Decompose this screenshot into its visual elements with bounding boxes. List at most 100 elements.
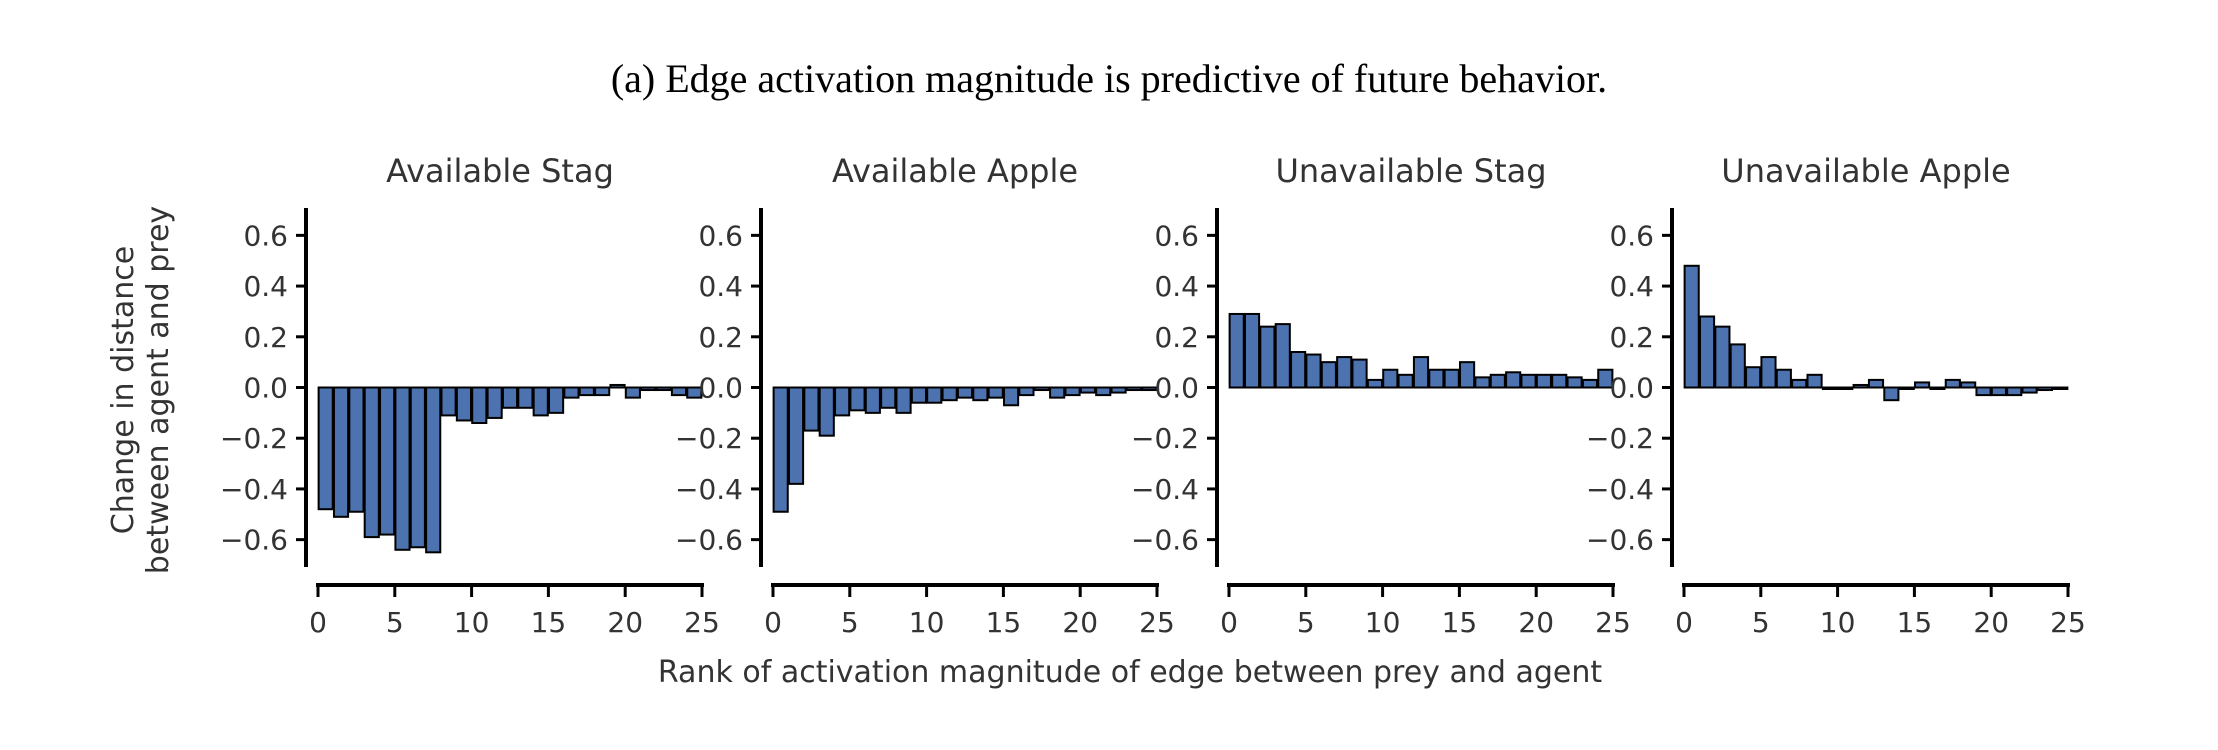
x-tick-label: 20 [1518,606,1554,639]
bar [594,386,611,397]
bar [532,386,549,417]
bar [1698,315,1716,389]
figure-caption: (a) Edge activation magnitude is predict… [611,56,1607,101]
y-tick-label: −0.6 [675,524,743,557]
y-tick-label: −0.2 [1586,422,1654,455]
bar [609,383,626,389]
bar [2021,386,2038,394]
bar [1883,386,1900,402]
y-tick-label: −0.2 [1131,422,1199,455]
x-tick-label: 10 [1820,606,1856,639]
bar [501,386,519,409]
bar [1141,386,1158,392]
bar [1745,366,1762,389]
x-tick-label: 10 [454,606,490,639]
bar [1505,371,1522,389]
bar [486,386,503,419]
bar [1520,373,1537,389]
bar [455,386,472,422]
y-tick-label: −0.2 [675,422,743,455]
bar [1975,386,1992,397]
bar [941,386,958,402]
bar [548,386,565,414]
x-tick-label: 5 [1752,606,1770,639]
bar [1459,361,1476,389]
bar [1259,325,1276,389]
bar [332,386,350,518]
bar [1443,368,1460,389]
bar [895,386,912,414]
bar [1806,373,1823,389]
x-tick-label: 25 [2050,606,2086,639]
bar [1990,386,2007,397]
x-tick-label: 0 [309,606,327,639]
y-tick-label: 0.4 [1609,270,1654,303]
y-tick-label: 0.0 [698,372,743,405]
x-tick-label: 20 [1062,606,1098,639]
bar [425,386,442,554]
bar [864,386,881,414]
x-tick-label: 0 [764,606,782,639]
subplot-title: Available Stag [386,152,614,190]
bar [686,386,703,399]
bar [1760,356,1777,389]
bar [1898,386,1915,390]
bar [670,386,688,397]
bar [471,386,488,424]
bar [834,386,851,417]
bar [972,386,989,402]
bar [1581,378,1599,389]
y-tick-label: 0.0 [243,372,288,405]
bar [1049,386,1066,399]
x-tick-label: 25 [1595,606,1631,639]
bar [1320,361,1337,389]
y-tick-label: 0.6 [698,219,743,252]
bar [1412,356,1430,389]
bar [1535,373,1552,389]
bar [517,386,534,409]
y-tick-label: 0.0 [1154,372,1199,405]
y-tick-label: −0.6 [220,524,288,557]
x-tick-label: 0 [1675,606,1693,639]
bar [1351,358,1368,389]
x-tick-label: 10 [1365,606,1401,639]
y-axis-label-line-2: between agent and prey [141,206,176,574]
bar [1837,386,1854,390]
x-tick-label: 25 [1139,606,1175,639]
y-tick-label: 0.4 [1154,270,1199,303]
bar [1566,376,1583,389]
bar [849,386,866,412]
bar [1867,378,1885,389]
bar [987,386,1004,399]
y-axis-label: Change in distance between agent and pre… [106,206,176,574]
y-tick-label: 0.0 [1609,372,1654,405]
x-tick-label: 5 [1297,606,1315,639]
y-tick-label: 0.2 [698,321,743,354]
subplot-title: Available Apple [832,152,1078,190]
bar [640,386,657,392]
bar [379,386,396,536]
bar [578,386,595,397]
bar [772,386,789,513]
bar [409,386,426,549]
y-tick-label: 0.4 [698,270,743,303]
bar [1791,378,1808,389]
bar [1914,381,1931,389]
bar [1489,373,1506,389]
y-tick-label: −0.4 [1131,473,1199,506]
bar [1944,378,1961,389]
bar [1683,264,1700,389]
bar [1775,368,1792,389]
subplot-title: Unavailable Stag [1275,152,1546,190]
y-tick-label: 0.6 [243,219,288,252]
bar [1228,312,1245,389]
y-tick-label: −0.6 [1131,524,1199,557]
y-tick-label: −0.4 [1586,473,1654,506]
bar [1033,386,1050,392]
bar [1079,386,1096,394]
bar [1336,356,1353,389]
bar [348,386,365,513]
bar [1003,386,1020,407]
bar [1305,353,1322,389]
y-tick-label: 0.2 [243,321,288,354]
